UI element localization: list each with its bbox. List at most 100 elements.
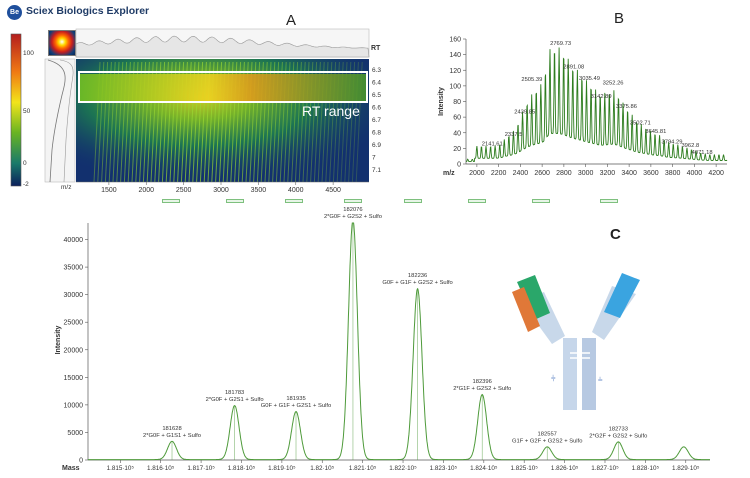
heatmap-x-tick-label: 4000 [288,187,304,194]
heatmap-x-tick-label: 2500 [176,187,192,194]
svg-text:⫨: ⫨ [598,374,603,383]
mass-y-tick-label: 25000 [64,320,84,327]
range-marker[interactable] [344,199,362,203]
spectrum-x-tick-label: 2800 [556,170,572,177]
mass-peak-label: 182396 [473,379,492,385]
spectrum-y-axis-label: Intensity [438,87,445,116]
panel-label-b: B [614,10,625,27]
heatmap-rt-tick-label: 6.6 [372,105,381,112]
mass-y-tick-label: 10000 [64,402,84,409]
spectrum-y-tick-label: 20 [453,146,461,153]
color-scale-tick-100: 100 [23,50,34,57]
mass-peak-label: 182557 [538,431,557,437]
mass-peak-label: 182236 [408,273,427,279]
mass-peak-label: 181935 [286,396,305,402]
spectrum-y-tick-label: 80 [453,99,461,106]
spectrum-peak-label: 2505.39 [521,77,542,83]
spectrum-peak-label: 3035.49 [579,76,600,82]
spectrum-peak-label: 3252.26 [603,81,624,87]
range-marker[interactable] [532,199,550,203]
spectrum-peak-label: 2439.85 [514,110,535,116]
mass-x-axis-label: Mass [62,465,80,472]
color-scale-tick-min: -2 [23,181,29,188]
mass-y-tick-label: 30000 [64,292,84,299]
spectrum-x-axis-label: m/z [443,170,455,177]
mass-x-tick-label: 1.815·10⁵ [107,465,135,472]
spectrum-peak-label: 2891.08 [563,64,584,70]
mass-x-tick-label: 1.823·10⁵ [430,465,458,472]
mass-y-tick-label: 20000 [64,347,84,354]
heatmap-rt-ticks: 6.3 6.4 6.5 6.6 6.7 6.8 6.9 7 7.1 [372,67,381,174]
spectrum-y-tick-label: 0 [457,162,461,169]
heatmap-rt-tick-label: 6.8 [372,130,381,137]
mass-peak-label: 182733 [609,426,628,432]
spectrum-y-tick-label: 160 [449,37,461,44]
heatmap-rt-tick-label: 7 [372,155,376,162]
heatmap-hot-band [80,74,366,101]
rt-header: RT [371,45,381,52]
mass-peak-label: 181783 [225,390,244,396]
spectrum-x-tick-label: 4200 [708,170,724,177]
svg-text:⫩: ⫩ [551,374,556,383]
spectrum-y-tick-label: 100 [449,83,461,90]
mass-peak-glycan-label: G1F + G2F + G2S2 + Sulfo [512,438,582,444]
mass-y-tick-label: 5000 [67,430,83,437]
range-marker[interactable] [404,199,422,203]
range-marker[interactable] [226,199,244,203]
mass-x-tick-label: 1.829·10⁵ [672,465,700,472]
mass-peak-glycan-label: G0F + G1F + G2S1 + Sulfo [261,403,331,409]
mass-peak-glycan-label: 2*G0F + G2S1 + Sulfo [206,397,264,403]
mass-peak-label: 182076 [343,207,362,213]
mass-x-tick-label: 1.818·10⁵ [228,465,256,472]
color-scale-bar [10,33,22,187]
rt-range-selection-box[interactable] [78,71,368,103]
color-scale-tick-0: 0 [23,160,27,167]
spectrum-x-tick-label: 4000 [687,170,703,177]
mass-x-tick-label: 1.825·10⁵ [510,465,538,472]
panel-label-c: C [610,226,621,243]
heatmap-x-tick-label: 1500 [101,187,117,194]
spectrum-y-tick-label: 140 [449,52,461,59]
heatmap-x-tick-label: 3000 [213,187,229,194]
heatmap-x-tick-label: 2000 [138,187,154,194]
spectrum-x-tick-label: 3600 [643,170,659,177]
range-marker[interactable] [285,199,303,203]
heatmap-thumbnail[interactable] [48,30,76,56]
range-marker[interactable] [468,199,486,203]
heatmap-rt-tick-label: 6.4 [372,80,381,87]
spectrum-peak-label: 3645.81 [645,129,666,135]
mass-x-tick-label: 1.82·10⁵ [310,465,334,472]
spectrum-y-tick-label: 40 [453,130,461,137]
app-title: Sciex Biologics Explorer [26,5,150,17]
mass-y-axis-label: Intensity [55,326,62,355]
rt-chromatogram-trace [47,59,66,183]
mass-x-tick-label: 1.828·10⁵ [632,465,660,472]
heatmap-x-tick-label: 4500 [325,187,341,194]
mass-x-tick-label: 1.822·10⁵ [389,465,417,472]
mass-x-tick-label: 1.819·10⁵ [268,465,296,472]
mass-y-tick-label: 15000 [64,375,84,382]
range-marker[interactable] [600,199,618,203]
spectrum-x-tick-label: 2400 [513,170,529,177]
spectrum-x-tick-label: 2000 [469,170,485,177]
spectrum-peak-label: 2141.61 [482,142,503,148]
heatmap-rt-tick-label: 6.5 [372,92,381,99]
mass-y-tick-label: 35000 [64,265,84,272]
heatmap-x-tick-label: 3500 [251,187,267,194]
spectrum-x-tick-label: 3400 [621,170,637,177]
spectrum-peak-label: 3962.8 [681,143,699,149]
range-marker[interactable] [162,199,180,203]
mass-peak-glycan-label: 2*G2F + G2S2 + Sulfo [589,433,647,439]
mass-x-tick-label: 1.827·10⁵ [591,465,619,472]
rt-range-label: RT range [302,103,360,119]
spectrum-series-line [466,47,728,163]
mass-peak-glycan-label: 2*G0F + G2S2 + Sulfo [324,214,382,220]
spectrum-peak-label: 3794.29 [662,139,683,145]
app-logo: Be [7,5,22,20]
spectrum-x-tick-label: 3800 [665,170,681,177]
mass-y-tick-label: 40000 [64,237,84,244]
spectrum-peak-label: 3375.86 [616,104,637,110]
spectrum-x-tick-label: 2200 [491,170,507,177]
